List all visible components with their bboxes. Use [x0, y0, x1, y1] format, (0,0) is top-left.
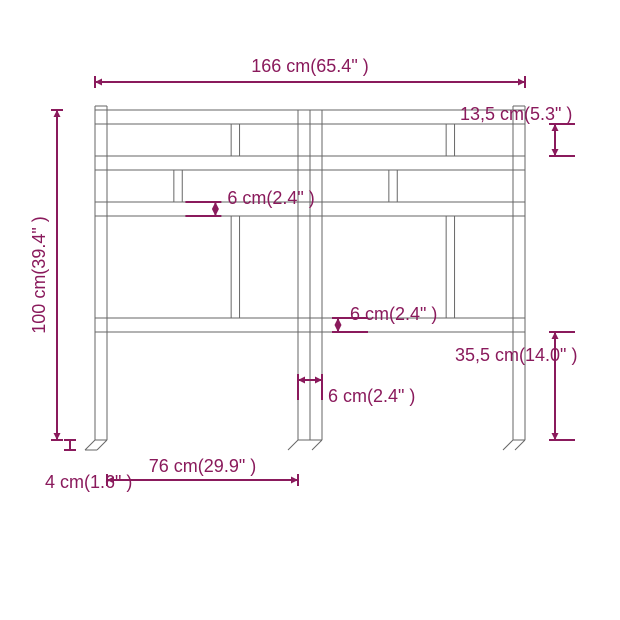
dim-gap: 13,5 cm(5.3" ): [460, 104, 572, 124]
dim-rail-6b: 6 cm(2.4" ): [350, 304, 437, 324]
dimension-diagram: 166 cm(65.4" ) 100 cm(39.4" ) 13,5 cm(5.3"…: [0, 0, 620, 620]
dim-post-6: 6 cm(2.4" ): [328, 386, 415, 406]
dim-depth: 4 cm(1.6" ): [45, 472, 132, 492]
dim-height-left: 100 cm(39.4" ): [29, 216, 49, 333]
dim-rail-6a: 6 cm(2.4" ): [227, 188, 314, 208]
dim-half-width: 76 cm(29.9" ): [149, 456, 256, 476]
dim-width-top: 166 cm(65.4" ): [251, 56, 368, 76]
dim-leg: 35,5 cm(14.0" ): [455, 345, 577, 365]
